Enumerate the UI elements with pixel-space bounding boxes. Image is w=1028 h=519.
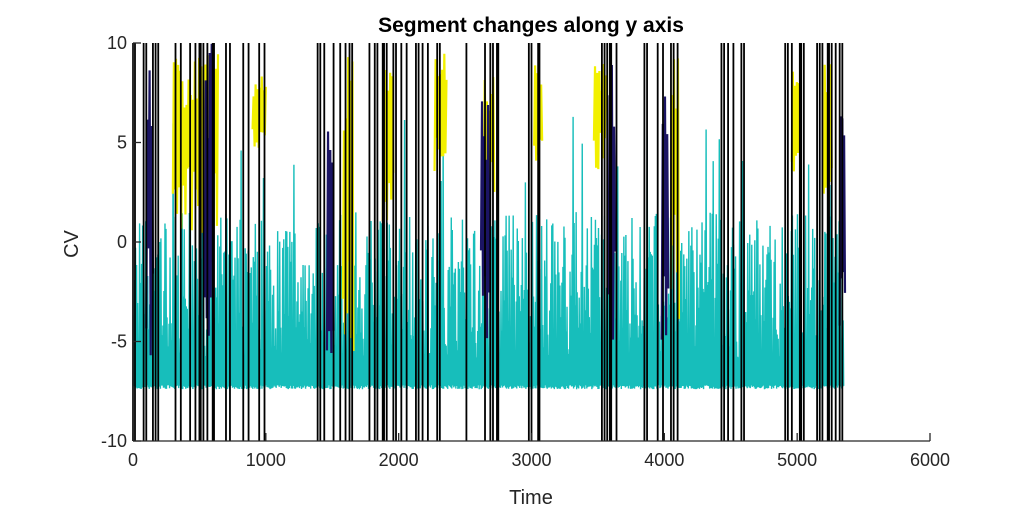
chart-title: Segment changes along y axis	[378, 14, 684, 37]
x-tick-label-5: 5000	[777, 450, 817, 470]
series-yellow-segment-9	[790, 71, 801, 172]
y-tick-label-2: 0	[117, 232, 127, 252]
y-axis-label: CV	[61, 229, 83, 257]
series-navy-segment-2	[325, 131, 335, 353]
series-navy-segment-0	[145, 70, 155, 356]
x-tick-label-2: 2000	[379, 450, 419, 470]
x-tick-label-4: 4000	[644, 450, 684, 470]
x-tick-label-3: 3000	[511, 450, 551, 470]
y-tick-label-3: 5	[117, 133, 127, 153]
x-axis-label: Time	[509, 487, 553, 509]
y-tick-label-4: 10	[107, 33, 127, 53]
y-tick-label-1: -5	[111, 332, 127, 352]
x-tick-label-1: 1000	[246, 450, 286, 470]
y-tick-label-0: -10	[101, 431, 127, 451]
x-tick-label-0: 0	[128, 450, 138, 470]
plot-area	[132, 43, 847, 441]
x-tick-label-6: 6000	[910, 450, 950, 470]
axes: 0 1000 2000 3000 4000 5000 6000 -10 -5 0 5 10	[101, 33, 950, 470]
series-navy-segment-1	[203, 43, 214, 336]
series-cyan-trace-0	[132, 116, 845, 390]
